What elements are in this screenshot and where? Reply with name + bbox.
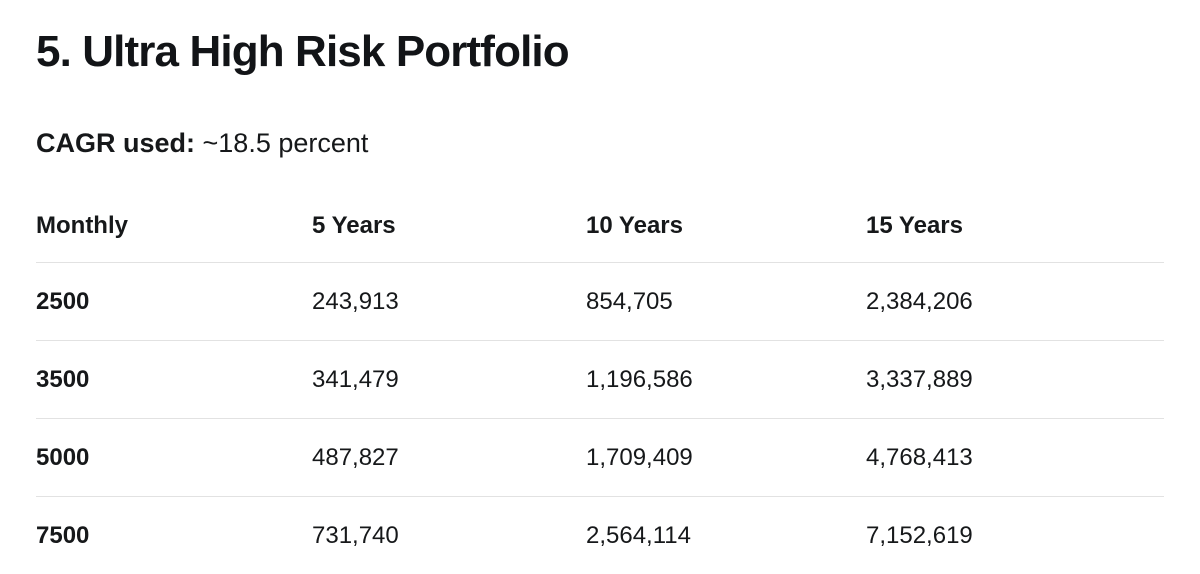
column-header-15-years: 15 Years [866,212,1164,264]
value-15-years: 7,152,619 [866,522,973,550]
table-row: 5000 487,827 1,709,409 4,768,413 [36,418,1164,498]
value-5-years: 243,913 [312,262,586,342]
value-15-years: 4,768,413 [866,418,1164,498]
section-title: 5. Ultra High Risk Portfolio [36,27,570,76]
value-5-years: 487,827 [312,418,586,498]
value-5-years: 341,479 [312,340,586,420]
column-header-monthly: Monthly [36,212,312,264]
column-header-5-years: 5 Years [312,212,586,264]
table-header-row: Monthly 5 Years 10 Years 15 Years [36,212,1164,264]
table-row: 7500 731,740 2,564,114 7,152,619 [36,497,1164,574]
value-10-years: 2,564,114 [586,522,691,550]
cagr-line: CAGR used: ~18.5 percent [36,129,1164,159]
monthly-amount: 7500 [36,522,90,550]
projection-table: Monthly 5 Years 10 Years 15 Years 2500 2… [36,212,1164,574]
table-row: 2500 243,913 854,705 2,384,206 [36,262,1164,342]
monthly-amount: 5000 [36,418,312,498]
value-10-years: 1,709,409 [586,418,866,498]
value-15-years: 3,337,889 [866,340,1164,420]
value-15-years: 2,384,206 [866,262,1164,342]
value-5-years: 731,740 [312,522,399,550]
cagr-label: CAGR used: [36,128,196,159]
cagr-value: ~18.5 percent [195,128,369,159]
monthly-amount: 2500 [36,262,312,342]
monthly-amount: 3500 [36,340,312,420]
value-10-years: 854,705 [586,262,866,342]
column-header-10-years: 10 Years [586,212,866,264]
table-row: 3500 341,479 1,196,586 3,337,889 [36,340,1164,420]
value-10-years: 1,196,586 [586,340,866,420]
